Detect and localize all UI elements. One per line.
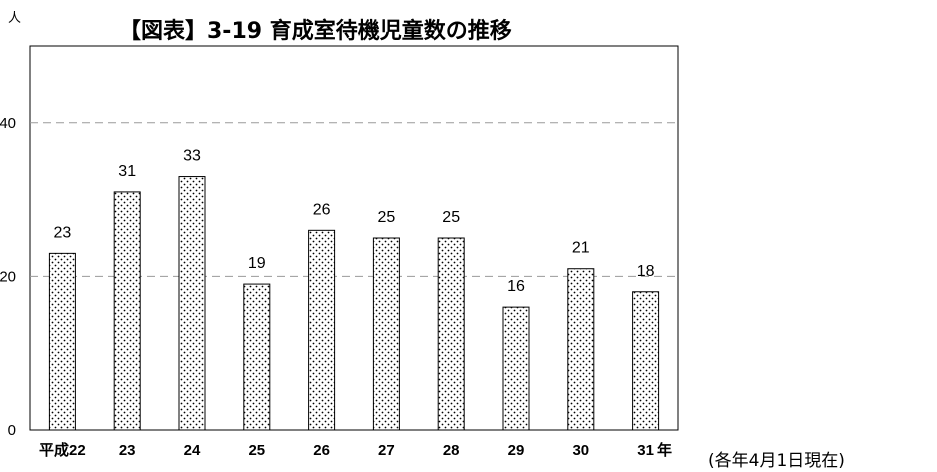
- plot-area-frame: [29, 45, 679, 431]
- data-label: 23: [54, 224, 72, 241]
- y-axis-unit-label: 人: [8, 11, 21, 26]
- date-note: (各年4月1日現在): [708, 451, 845, 471]
- bar: [178, 176, 206, 431]
- bar: [113, 191, 141, 431]
- y-tick-label: 20: [0, 268, 16, 285]
- x-tick-label: 23: [119, 442, 136, 459]
- data-labels: 23 31 33 19 26 25 25 16 21 18: [54, 148, 655, 296]
- bars: [48, 176, 660, 431]
- y-tick-label: 40: [0, 115, 16, 132]
- data-label: 25: [378, 209, 396, 226]
- data-label: 26: [313, 201, 331, 218]
- data-label: 25: [442, 209, 460, 226]
- data-label: 21: [572, 240, 590, 257]
- x-tick-label: 30: [572, 442, 589, 459]
- data-label: 31: [118, 163, 136, 180]
- x-tick-label: 31: [637, 442, 654, 459]
- x-axis-unit-label: 年: [657, 441, 672, 459]
- bar: [502, 306, 530, 431]
- x-axis-ticks: 平成22 23 24 25 26 27 28 29 30 31: [39, 441, 654, 459]
- y-axis-ticks: 0 20 40: [0, 115, 16, 439]
- x-tick-label: 25: [248, 442, 265, 459]
- bar: [372, 237, 400, 431]
- x-tick-label: 27: [378, 442, 395, 459]
- data-label: 18: [637, 263, 655, 280]
- bar: [308, 229, 336, 431]
- x-tick-label: 24: [184, 442, 201, 459]
- y-tick-label: 0: [8, 422, 16, 439]
- bar: [437, 237, 465, 431]
- bar: [567, 268, 595, 431]
- bar: [243, 283, 271, 431]
- x-tick-label: 29: [508, 442, 525, 459]
- data-label: 33: [183, 148, 201, 165]
- data-label: 16: [507, 278, 525, 295]
- bar: [48, 252, 76, 431]
- x-tick-label: 26: [313, 442, 330, 459]
- x-tick-label: 28: [443, 442, 460, 459]
- chart-title: 【図表】3-19 育成室待機児童数の推移: [119, 18, 512, 44]
- x-tick-label: 平成22: [39, 441, 86, 459]
- data-label: 19: [248, 255, 266, 272]
- bar: [632, 291, 660, 431]
